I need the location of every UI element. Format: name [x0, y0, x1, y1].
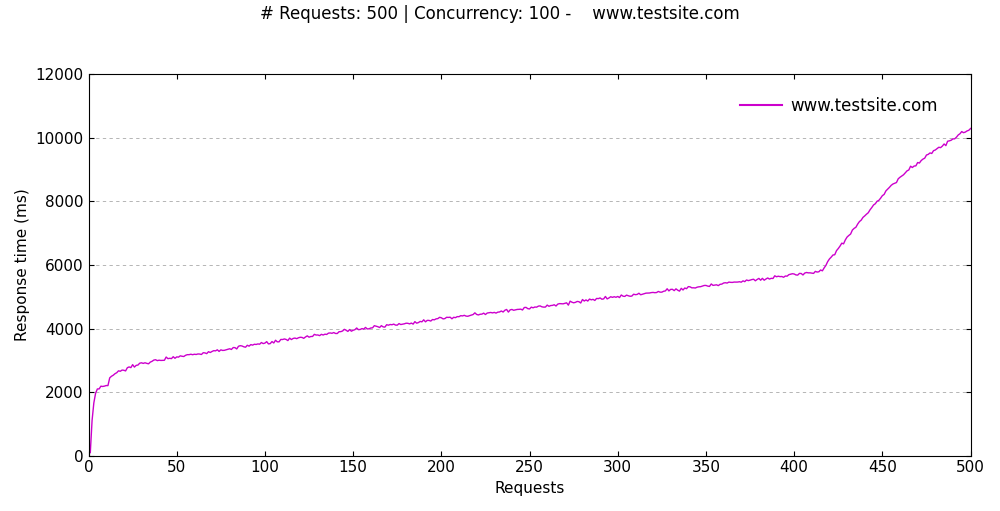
- Text: # Requests: 500 | Concurrency: 100 -    www.testsite.com: # Requests: 500 | Concurrency: 100 - www…: [260, 5, 740, 23]
- Y-axis label: Response time (ms): Response time (ms): [15, 189, 30, 341]
- Legend: www.testsite.com: www.testsite.com: [734, 90, 945, 122]
- X-axis label: Requests: Requests: [494, 481, 565, 496]
